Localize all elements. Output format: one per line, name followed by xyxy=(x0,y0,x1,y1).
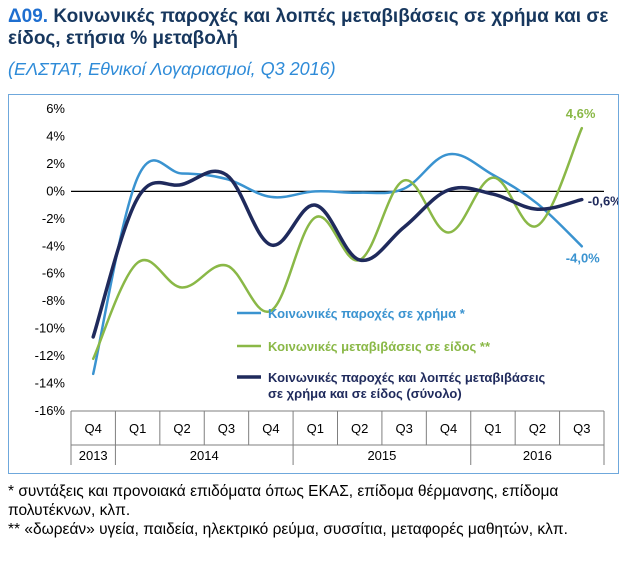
series-line-in-kind-transfers xyxy=(91,126,584,361)
y-tick-label: -2% xyxy=(42,211,66,226)
series-line-cash-benefits xyxy=(91,152,584,376)
x-tick-label: Q2 xyxy=(529,421,546,436)
y-tick-label: 2% xyxy=(46,156,65,171)
y-tick-label: 6% xyxy=(46,101,65,116)
x-tick-label: Q1 xyxy=(307,421,324,436)
footnote-2: ** «δωρεάν» υγεία, παιδεία, ηλεκτρικό ρε… xyxy=(8,521,568,538)
y-tick-label: -8% xyxy=(42,293,66,308)
y-tick-label: 4% xyxy=(46,128,65,143)
x-tick-label: Q3 xyxy=(573,421,590,436)
x-tick-label: Q4 xyxy=(440,421,457,436)
x-tick-label: Q3 xyxy=(395,421,412,436)
line-chart: 6% 4% 2% 0% -2% -4% -6% -8% -10% -12% -14% -16% Q4 Q1… xyxy=(35,101,618,465)
y-tick-label: 0% xyxy=(46,183,65,198)
legend-label-total-line1: Κοινωνικές παροχές και λοιπές μεταβιβάσε… xyxy=(268,370,546,385)
x-tick-label: Q2 xyxy=(351,421,368,436)
chart-title-text: Κοινωνικές παροχές και λοιπές μεταβιβάσε… xyxy=(8,6,609,49)
y-tick-label: -12% xyxy=(35,348,66,363)
series-end-label: -0,6% xyxy=(588,194,618,209)
x-tick-label: Q3 xyxy=(218,421,235,436)
chart-subtitle: (ΕΛΣΤΑΤ, Εθνικοί Λογαριασμοί, Q3 2016) xyxy=(8,59,336,79)
y-tick-label: -10% xyxy=(35,321,66,336)
x-year-label: 2013 xyxy=(79,448,108,463)
series-line-total xyxy=(91,169,584,339)
x-year-label: 2015 xyxy=(367,448,396,463)
y-tick-label: -4% xyxy=(42,238,66,253)
x-tick-label: Q4 xyxy=(85,421,102,436)
y-tick-label: -6% xyxy=(42,266,66,281)
chart-title: Δ09. Κοινωνικές παροχές και λοιπές μεταβ… xyxy=(8,6,623,50)
series-end-label: -4,0% xyxy=(566,250,600,265)
legend-label-cash-benefits: Κοινωνικές παροχές σε χρήμα * xyxy=(268,306,466,321)
y-tick-label: -14% xyxy=(35,376,66,391)
y-tick-label: -16% xyxy=(35,403,66,418)
chart-frame: 6% 4% 2% 0% -2% -4% -6% -8% -10% -12% -14% -16% Q4 Q1… xyxy=(8,94,619,474)
legend-label-in-kind-transfers: Κοινωνικές μεταβιβάσεις σε είδος ** xyxy=(268,339,491,354)
x-tick-label: Q2 xyxy=(173,421,190,436)
x-year-label: 2016 xyxy=(523,448,552,463)
footnotes: * συντάξεις και προνοιακά επιδόματα όπως… xyxy=(8,482,623,539)
chart-code: Δ09. xyxy=(8,6,49,27)
x-year-label: 2014 xyxy=(190,448,219,463)
x-tick-label: Q1 xyxy=(129,421,146,436)
series-end-label: 4,6% xyxy=(566,106,596,121)
legend-label-total-line2: σε χρήμα και σε είδος (σύνολο) xyxy=(268,386,462,401)
x-tick-label: Q1 xyxy=(484,421,501,436)
x-tick-label: Q4 xyxy=(262,421,279,436)
footnote-1: * συντάξεις και προνοιακά επιδόματα όπως… xyxy=(8,483,559,519)
